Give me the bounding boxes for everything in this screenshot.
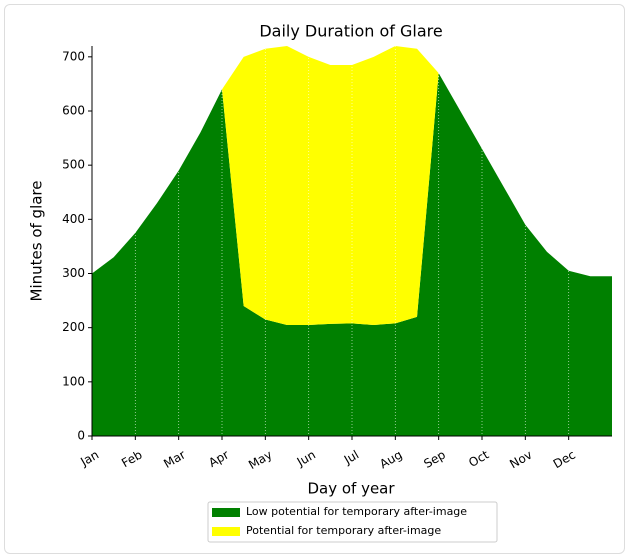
legend-swatch xyxy=(212,508,240,517)
chart-title: Daily Duration of Glare xyxy=(259,22,442,41)
card xyxy=(4,4,625,554)
legend-box xyxy=(207,501,498,543)
x-tick-label: May xyxy=(246,448,274,473)
y-tick-label: 300 xyxy=(62,266,85,280)
x-tick-label: Mar xyxy=(161,447,188,470)
x-tick-label: Oct xyxy=(466,447,491,470)
legend-swatch xyxy=(212,527,240,536)
x-tick-label: Apr xyxy=(206,447,231,470)
legend-label: Potential for temporary after-image xyxy=(246,524,441,537)
x-tick-label: Jun xyxy=(294,448,318,470)
x-axis-label: Day of year xyxy=(307,480,395,498)
y-tick-label: 600 xyxy=(62,104,85,118)
y-tick-label: 700 xyxy=(62,49,85,63)
y-tick-label: 400 xyxy=(62,212,85,226)
x-tick-label: Jul xyxy=(341,448,361,468)
y-tick-label: 0 xyxy=(77,429,85,443)
x-tick-label: Dec xyxy=(551,448,578,472)
x-tick-label: Sep xyxy=(421,448,448,471)
y-tick-label: 500 xyxy=(62,158,85,172)
x-tick-label: Nov xyxy=(507,448,534,472)
x-tick-label: Jan xyxy=(77,448,101,470)
area xyxy=(92,46,612,325)
legend-label: Low potential for temporary after-image xyxy=(246,505,467,518)
y-axis-label: Minutes of glare xyxy=(28,181,46,302)
y-tick-label: 200 xyxy=(62,320,85,334)
y-tick-label: 100 xyxy=(62,374,85,388)
x-tick-label: Feb xyxy=(119,448,144,471)
x-tick-label: Aug xyxy=(377,448,404,472)
